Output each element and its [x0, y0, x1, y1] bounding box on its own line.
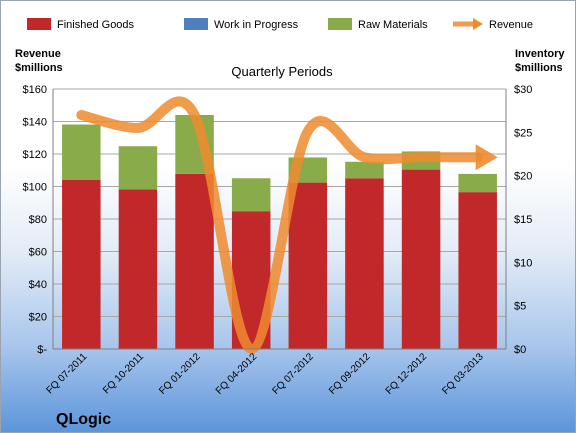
revenue-line	[76, 96, 498, 354]
left-tick-label: $-	[37, 344, 47, 356]
bar-finished-goods	[62, 180, 101, 349]
chart-title: Quarterly Periods	[231, 64, 333, 79]
x-tick-label: FQ 07-2011	[44, 351, 89, 396]
left-tick-label: $100	[23, 182, 47, 194]
bar-finished-goods	[458, 192, 497, 349]
right-axis-title-line1: Inventory	[515, 48, 565, 60]
x-tick-label: FQ 07-2012	[270, 351, 316, 397]
x-tick-label: FQ 04-2012	[214, 351, 260, 397]
bar-raw-materials	[458, 173, 497, 193]
x-tick-label: FQ 03-2013	[440, 351, 486, 397]
bar-raw-materials	[62, 124, 101, 180]
left-tick-label: $80	[29, 214, 47, 226]
legend-swatch-finished-goods	[27, 18, 51, 30]
legend-label: Raw Materials	[358, 19, 428, 31]
right-tick-label: $30	[514, 84, 532, 96]
left-tick-label: $60	[29, 247, 47, 259]
left-tick-label: $40	[29, 279, 47, 291]
revenue-arrowhead	[475, 144, 498, 171]
left-tick-label: $160	[23, 84, 47, 96]
bar-finished-goods	[175, 173, 214, 349]
bar-finished-goods	[288, 182, 328, 349]
right-tick-label: $20	[514, 171, 532, 183]
legend-swatch-raw-materials	[328, 18, 352, 30]
x-tick-label: FQ 09-2012	[327, 351, 373, 397]
bar-raw-materials	[231, 178, 271, 212]
bar-raw-materials	[118, 146, 158, 190]
bars	[62, 115, 497, 349]
legend-label: Finished Goods	[57, 19, 135, 31]
legend-label: Work in Progress	[214, 19, 299, 31]
left-axis-title-line2: $millions	[15, 62, 63, 74]
legend-arrow-revenue	[473, 18, 483, 30]
bar-finished-goods	[401, 169, 441, 349]
bar-finished-goods	[118, 189, 158, 349]
bar-finished-goods	[345, 178, 384, 349]
right-axis-title-line2: $millions	[515, 62, 563, 74]
legend-label: Revenue	[489, 19, 533, 31]
right-tick-label: $25	[514, 127, 532, 139]
x-tick-label: FQ 01-2012	[157, 351, 203, 397]
right-tick-label: $10	[514, 257, 532, 269]
legend-swatch-work-in-progress	[184, 18, 208, 30]
right-tick-label: $0	[514, 344, 526, 356]
revenue-line-path	[76, 96, 483, 354]
left-tick-label: $120	[23, 149, 47, 161]
bar-raw-materials	[345, 161, 384, 179]
left-axis-title-line1: Revenue	[15, 48, 61, 60]
right-tick-label: $5	[514, 301, 526, 313]
right-tick-label: $15	[514, 214, 532, 226]
x-tick-label: FQ 10-2011	[101, 351, 146, 396]
x-tick-label: FQ 12-2012	[384, 351, 430, 397]
left-tick-label: $140	[23, 117, 47, 129]
legend: Finished Goods Work in Progress Raw Materi…	[27, 18, 533, 31]
left-tick-label: $20	[29, 312, 47, 324]
brand-label: QLogic	[56, 411, 111, 428]
